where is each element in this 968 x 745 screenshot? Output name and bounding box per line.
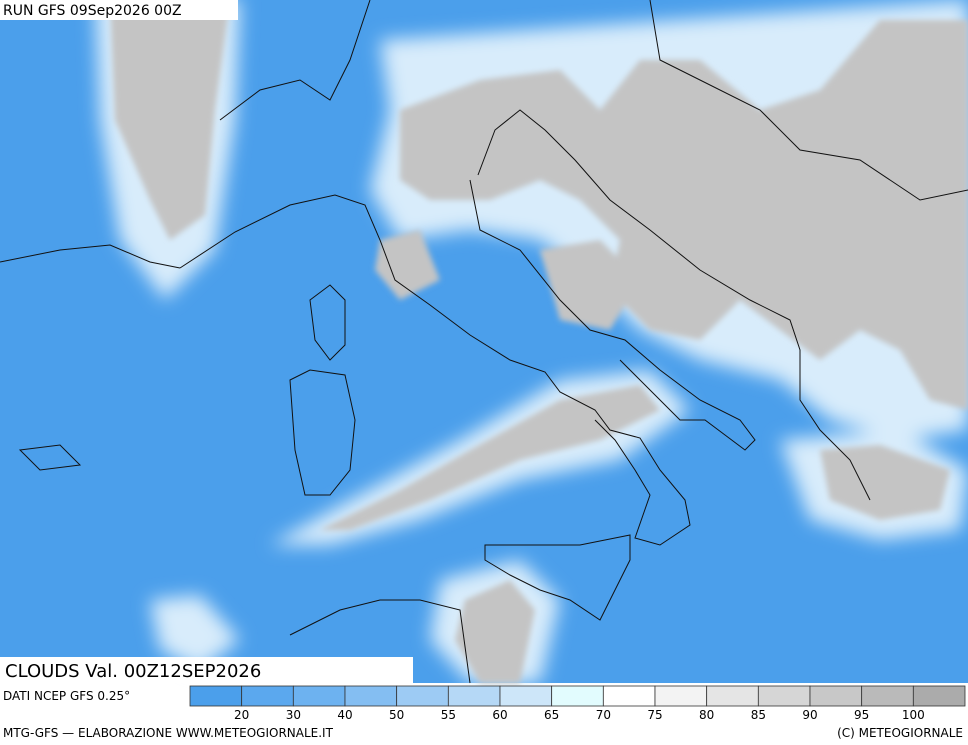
legend-tick-label: 60 [492,708,507,722]
legend-tick-label: 90 [802,708,817,722]
legend-swatch [499,685,553,707]
legend-swatch [654,685,708,707]
footer-right: (C) METEOGIORNALE [837,726,963,740]
coastlines [0,0,968,684]
legend-swatch [344,685,398,707]
legend-tick-label: 20 [234,708,249,722]
legend-swatch [241,685,294,707]
legend-swatch [447,685,501,707]
legend-swatch [551,685,604,707]
legend-tick-label: 30 [286,708,301,722]
legend-tick-label: 75 [647,708,662,722]
footer-left: MTG-GFS — ELABORAZIONE WWW.METEOGIORNALE… [3,726,334,740]
field-label: CLOUDS Val. 00Z12SEP2026 [5,661,261,682]
legend-tick-label: 40 [337,708,352,722]
legend-swatch [809,685,863,707]
header-box [0,0,238,20]
run-title: RUN GFS 09Sep2026 00Z [3,3,182,19]
legend-swatch [602,685,656,707]
legend-swatch [292,685,346,707]
legend-tick-label: 55 [441,708,456,722]
legend-swatch [706,685,759,707]
legend-tick-label: 95 [854,708,869,722]
label-box [0,657,413,683]
legend-swatch [861,685,914,707]
legend-tick-label: 65 [544,708,559,722]
legend-swatch [189,685,243,707]
legend-swatch [912,685,966,707]
legend-tick-label: 50 [389,708,404,722]
legend-tick-label: 80 [699,708,714,722]
legend-swatch [396,685,449,707]
color-legend: 20 30 40 50 55 60 65 70 75 80 85 90 95 100 [189,685,966,722]
legend-swatch [757,685,811,707]
legend-tick-label: 100 [902,708,925,722]
source-label: DATI NCEP GFS 0.25° [3,689,130,703]
legend-tick-label: 85 [751,708,766,722]
cloud-cover [110,0,968,683]
legend-tick-label: 70 [596,708,611,722]
